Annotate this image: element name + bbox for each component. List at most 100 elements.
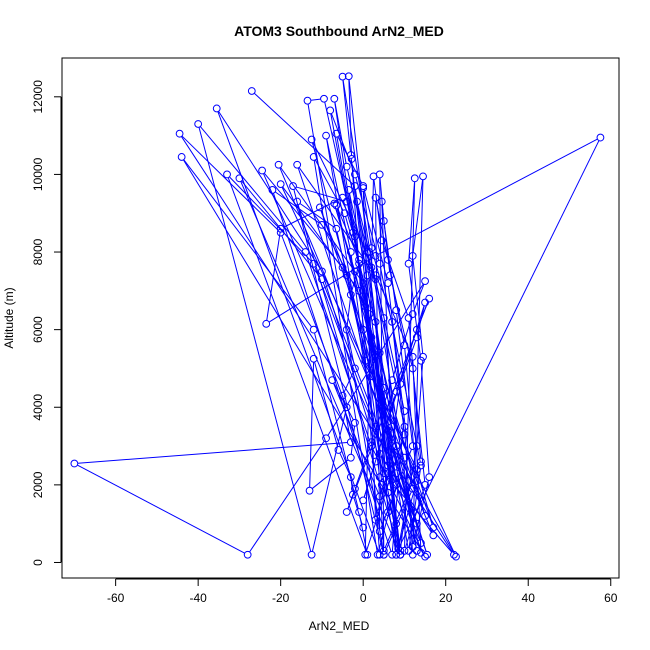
data-series xyxy=(70,72,605,561)
data-point xyxy=(371,271,380,280)
data-point xyxy=(361,550,370,559)
series-line-segment xyxy=(227,177,367,552)
data-point xyxy=(293,160,302,169)
data-point xyxy=(307,135,316,144)
series-line-segment xyxy=(399,140,600,546)
y-tick-label: 0 xyxy=(31,559,45,566)
series-line-segment xyxy=(229,176,312,262)
series-line-segment xyxy=(275,191,320,224)
data-point xyxy=(355,286,363,295)
data-point xyxy=(412,519,421,528)
series-line-segment xyxy=(198,127,312,552)
data-point xyxy=(338,263,347,272)
series-line-segment xyxy=(280,167,362,281)
data-point xyxy=(375,449,384,458)
data-point xyxy=(375,473,384,482)
data-point xyxy=(408,364,417,373)
data-point xyxy=(307,550,316,559)
data-point xyxy=(400,453,409,462)
data-point xyxy=(344,72,353,81)
data-point xyxy=(328,376,337,384)
y-tick-label: 4000 xyxy=(31,394,45,421)
data-point xyxy=(392,469,401,478)
data-point xyxy=(375,170,384,179)
x-tick-label: -20 xyxy=(272,591,290,605)
series-line-segment xyxy=(77,464,245,554)
series-line-segment xyxy=(334,206,425,513)
data-point xyxy=(293,197,302,206)
x-tick-label: 40 xyxy=(522,591,536,605)
data-point xyxy=(334,446,343,454)
series-line-segment xyxy=(412,371,426,482)
data-point xyxy=(371,317,380,326)
data-point xyxy=(367,372,376,381)
data-point xyxy=(348,490,357,499)
series-line-segment xyxy=(333,383,354,420)
data-point xyxy=(394,544,403,553)
data-point xyxy=(404,314,413,322)
y-axis-label: Altitude (m) xyxy=(2,287,16,348)
data-point xyxy=(452,552,460,561)
data-point xyxy=(175,129,184,138)
data-point xyxy=(412,333,421,342)
data-point xyxy=(367,442,376,450)
series-line-segment xyxy=(348,79,353,156)
data-point xyxy=(359,279,368,287)
data-point xyxy=(386,271,394,280)
series-line-segment xyxy=(337,136,362,184)
data-point xyxy=(379,383,388,392)
data-point xyxy=(342,325,351,334)
data-point xyxy=(315,203,324,212)
data-point xyxy=(404,477,413,485)
data-point xyxy=(318,267,326,276)
data-point xyxy=(388,317,396,326)
data-point xyxy=(320,94,328,103)
series-line-segment xyxy=(417,305,425,335)
data-point xyxy=(400,407,409,416)
series-line-segment xyxy=(346,298,351,327)
series-line-segment xyxy=(372,383,392,439)
series-line-segment xyxy=(371,251,392,319)
data-point xyxy=(375,492,384,501)
series-line-segment xyxy=(183,159,312,328)
series-line-segment xyxy=(405,488,425,548)
data-point xyxy=(347,154,356,163)
series-line-segment xyxy=(383,321,397,443)
data-point xyxy=(421,552,429,561)
data-point xyxy=(355,255,363,264)
series-line-segment xyxy=(378,138,598,255)
data-point xyxy=(408,543,417,551)
data-point xyxy=(400,341,409,350)
data-point xyxy=(408,442,417,450)
data-point xyxy=(392,480,401,489)
data-point xyxy=(276,224,285,233)
series-line-segment xyxy=(311,410,347,552)
series-line-segment xyxy=(363,191,372,245)
data-point xyxy=(338,72,347,81)
data-point xyxy=(351,267,359,276)
data-point xyxy=(421,298,429,307)
series-line-segment xyxy=(326,139,351,249)
data-point xyxy=(194,120,203,128)
series-line-segment xyxy=(357,204,370,249)
data-point xyxy=(332,129,341,138)
data-point xyxy=(412,442,421,450)
data-point xyxy=(346,290,355,299)
data-point xyxy=(408,550,417,559)
series-line-segment xyxy=(379,267,421,463)
data-point xyxy=(301,248,310,256)
series-line-segment xyxy=(408,181,416,261)
data-point xyxy=(212,104,221,113)
data-point xyxy=(289,182,297,190)
data-point xyxy=(400,430,409,439)
series-line-segment xyxy=(412,259,424,354)
data-point xyxy=(342,162,351,171)
series-line-segment xyxy=(299,203,334,228)
series-line-segment xyxy=(314,266,375,424)
x-tick-label: -40 xyxy=(189,591,207,605)
data-point xyxy=(351,170,359,179)
data-point xyxy=(223,170,231,179)
data-point xyxy=(322,131,330,140)
series-line-segment xyxy=(379,480,385,552)
data-point xyxy=(330,199,339,208)
